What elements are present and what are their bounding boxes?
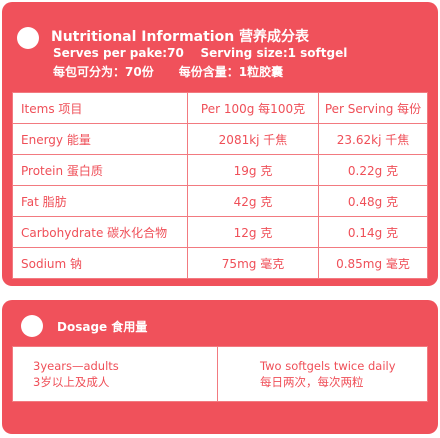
table-row: Fat 脂肪 42g 克 0.48g 克 bbox=[12, 185, 428, 217]
row-item: Sodium 钠 bbox=[12, 247, 188, 279]
nutrition-table: Items 项目 Per 100g 每100克 Per Serving 每份 E… bbox=[12, 92, 428, 279]
row-per-serving: 0.85mg 毫克 bbox=[318, 247, 428, 279]
dosage-panel: Dosage 食用量 3years—adults 3岁以上及成人 Two sof… bbox=[2, 300, 438, 434]
bullet-dot-icon bbox=[17, 27, 39, 49]
table-row: Protein 蛋白质 19g 克 0.22g 克 bbox=[12, 154, 428, 186]
column-header-per-100g: Per 100g 每100克 bbox=[187, 92, 319, 124]
row-item: Carbohydrate 碳水化合物 bbox=[12, 216, 188, 248]
row-per-100g: 19g 克 bbox=[187, 154, 319, 186]
row-per-100g: 2081kj 千焦 bbox=[187, 123, 319, 155]
column-header-per-serving: Per Serving 每份 bbox=[318, 92, 428, 124]
dosage-age-cell: 3years—adults 3岁以上及成人 bbox=[12, 346, 218, 402]
dosage-title: Dosage 食用量 bbox=[57, 320, 148, 334]
row-item: Protein 蛋白质 bbox=[12, 154, 188, 186]
row-item: Energy 能量 bbox=[12, 123, 188, 155]
row-per-100g: 42g 克 bbox=[187, 185, 319, 217]
row-per-100g: 75mg 毫克 bbox=[187, 247, 319, 279]
serves-english: Serves per pake:70 Serving size:1 softge… bbox=[53, 46, 348, 60]
row-per-serving: 23.62kj 千焦 bbox=[318, 123, 428, 155]
row-item: Fat 脂肪 bbox=[12, 185, 188, 217]
row-per-100g: 12g 克 bbox=[187, 216, 319, 248]
nutrition-title: Nutritional Information 营养成分表 bbox=[51, 29, 310, 45]
table-row: Sodium 钠 75mg 毫克 0.85mg 毫克 bbox=[12, 247, 428, 279]
row-per-serving: 0.48g 克 bbox=[318, 185, 428, 217]
amount-chinese: 每日两次，每次两粒 bbox=[260, 375, 364, 389]
row-per-serving: 0.22g 克 bbox=[318, 154, 428, 186]
row-per-serving: 0.14g 克 bbox=[318, 216, 428, 248]
column-header-items: Items 项目 bbox=[12, 92, 188, 124]
table-row: 3years—adults 3岁以上及成人 Two softgels twice… bbox=[12, 346, 428, 402]
nutrition-panel: Nutritional Information 营养成分表 Serves per… bbox=[2, 2, 438, 286]
serves-chinese: 每包可分为：70份 每份含量：1粒胶囊 bbox=[53, 65, 284, 79]
table-row: Carbohydrate 碳水化合物 12g 克 0.14g 克 bbox=[12, 216, 428, 248]
amount-english: Two softgels twice daily bbox=[260, 359, 396, 373]
age-chinese: 3岁以上及成人 bbox=[33, 375, 110, 389]
dosage-amount-cell: Two softgels twice daily 每日两次，每次两粒 bbox=[217, 346, 428, 402]
dosage-table: 3years—adults 3岁以上及成人 Two softgels twice… bbox=[12, 346, 428, 402]
table-row: Energy 能量 2081kj 千焦 23.62kj 千焦 bbox=[12, 123, 428, 155]
age-english: 3years—adults bbox=[33, 359, 119, 373]
bullet-dot-icon bbox=[21, 315, 43, 337]
table-header-row: Items 项目 Per 100g 每100克 Per Serving 每份 bbox=[12, 92, 428, 124]
